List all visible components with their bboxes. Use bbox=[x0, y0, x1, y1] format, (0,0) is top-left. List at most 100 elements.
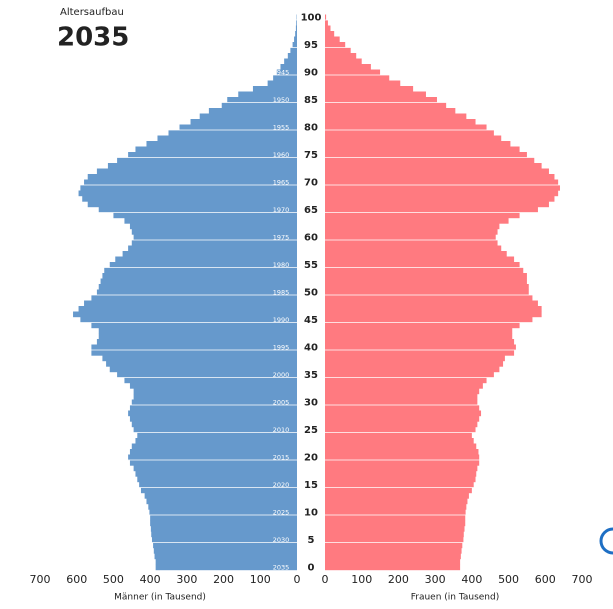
bar-female bbox=[325, 454, 480, 461]
age-label: 5 bbox=[308, 535, 315, 546]
birth-year-label: 1975 bbox=[273, 233, 290, 241]
bar-female bbox=[325, 157, 535, 164]
bar-female bbox=[325, 306, 542, 312]
x-tick-label-left: 500 bbox=[103, 573, 124, 586]
birth-year-label: 2030 bbox=[273, 536, 290, 544]
x-tick-label-right: 600 bbox=[535, 573, 556, 586]
bar-female bbox=[325, 80, 401, 87]
age-label: 55 bbox=[304, 260, 318, 271]
bar-male bbox=[129, 449, 297, 455]
age-label: 35 bbox=[304, 370, 318, 381]
bar-male bbox=[124, 218, 297, 224]
bar-female bbox=[325, 152, 527, 158]
birth-year-label: 2005 bbox=[273, 398, 290, 406]
bar-female bbox=[325, 190, 559, 197]
bar-male bbox=[295, 25, 297, 32]
bar-male bbox=[128, 245, 297, 252]
bar-male bbox=[102, 273, 298, 279]
bar-female bbox=[325, 97, 437, 103]
ui-button[interactable] bbox=[599, 527, 613, 555]
x-tick-label-left: 600 bbox=[66, 573, 87, 586]
bar-female bbox=[325, 229, 498, 235]
bar-male bbox=[98, 284, 297, 290]
x-tick-label-left: 700 bbox=[30, 573, 51, 586]
bar-male bbox=[133, 234, 297, 241]
bar-male bbox=[179, 124, 297, 131]
bar-female bbox=[325, 388, 480, 395]
bar-male bbox=[73, 311, 298, 318]
bar-male bbox=[131, 443, 297, 450]
bar-male bbox=[96, 168, 298, 175]
bar-female bbox=[325, 355, 505, 362]
bar-male bbox=[124, 377, 297, 384]
bar-female bbox=[325, 372, 494, 378]
bar-male bbox=[276, 69, 297, 76]
bar-female bbox=[325, 350, 515, 356]
bar-male bbox=[128, 152, 297, 158]
bar-female bbox=[325, 278, 527, 285]
bar-male bbox=[128, 454, 297, 461]
birth-year-label: 1990 bbox=[273, 316, 290, 324]
bar-male bbox=[292, 42, 297, 48]
bar-female bbox=[325, 377, 487, 384]
bar-male bbox=[168, 130, 297, 136]
bar-male bbox=[135, 438, 297, 444]
bar-female bbox=[325, 262, 520, 268]
bar-male bbox=[131, 421, 297, 428]
bar-male bbox=[135, 471, 297, 477]
bar-female bbox=[325, 295, 533, 301]
bar-female bbox=[325, 223, 500, 230]
bar-female bbox=[325, 471, 477, 477]
bar-female bbox=[325, 251, 507, 257]
bar-male bbox=[153, 548, 297, 554]
bar-female bbox=[325, 58, 362, 65]
x-tick-label-right: 400 bbox=[461, 573, 482, 586]
bar-male bbox=[109, 366, 297, 373]
bar-female bbox=[325, 31, 335, 37]
bar-female bbox=[325, 284, 529, 290]
bar-male bbox=[154, 553, 297, 560]
bar-male bbox=[113, 212, 297, 219]
bar-female bbox=[325, 322, 520, 329]
birth-year-label: 2025 bbox=[273, 508, 290, 516]
birth-year-label: 1980 bbox=[273, 261, 290, 269]
bar-female bbox=[325, 520, 466, 527]
bar-male bbox=[122, 251, 297, 257]
bar-male bbox=[150, 526, 297, 532]
bar-female bbox=[325, 124, 487, 131]
bar-male bbox=[96, 289, 298, 296]
bar-male bbox=[91, 350, 298, 356]
age-label: 50 bbox=[304, 287, 318, 298]
bar-male bbox=[80, 185, 297, 191]
bar-male bbox=[129, 383, 297, 389]
bar-female bbox=[325, 146, 520, 153]
age-label: 45 bbox=[304, 315, 318, 326]
bar-male bbox=[87, 201, 297, 208]
bar-female bbox=[325, 333, 513, 340]
bar-female bbox=[325, 553, 461, 560]
bar-female bbox=[325, 449, 479, 455]
bar-male bbox=[106, 361, 297, 367]
bar-female bbox=[325, 42, 346, 48]
bar-female bbox=[325, 438, 474, 444]
age-label: 40 bbox=[304, 342, 318, 353]
bar-male bbox=[104, 267, 297, 274]
bar-male bbox=[84, 300, 297, 307]
bar-female bbox=[325, 119, 476, 125]
bar-male bbox=[98, 333, 297, 340]
bar-male bbox=[91, 344, 298, 351]
bar-female bbox=[325, 482, 474, 488]
age-label: 75 bbox=[304, 150, 318, 161]
age-label: 0 bbox=[308, 562, 315, 573]
bar-female bbox=[325, 526, 465, 532]
bar-female bbox=[325, 383, 483, 389]
bar-male bbox=[98, 328, 297, 334]
bar-male bbox=[117, 372, 297, 378]
bar-female bbox=[325, 168, 549, 175]
x-tick-label-left: 100 bbox=[250, 573, 271, 586]
x-axis-label-left: Männer (in Tausend) bbox=[114, 593, 206, 603]
bar-female bbox=[325, 460, 480, 466]
bar-male bbox=[82, 196, 297, 202]
bar-female bbox=[325, 344, 516, 351]
birth-year-label: 1950 bbox=[273, 96, 290, 104]
